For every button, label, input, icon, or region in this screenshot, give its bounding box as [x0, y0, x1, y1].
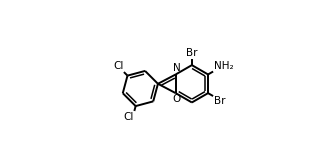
Text: Br: Br	[186, 48, 198, 58]
Text: Cl: Cl	[113, 61, 123, 72]
Text: Br: Br	[214, 96, 225, 106]
Text: N: N	[173, 63, 181, 73]
Text: O: O	[172, 94, 181, 104]
Text: NH₂: NH₂	[214, 61, 233, 71]
Text: Cl: Cl	[124, 112, 134, 122]
